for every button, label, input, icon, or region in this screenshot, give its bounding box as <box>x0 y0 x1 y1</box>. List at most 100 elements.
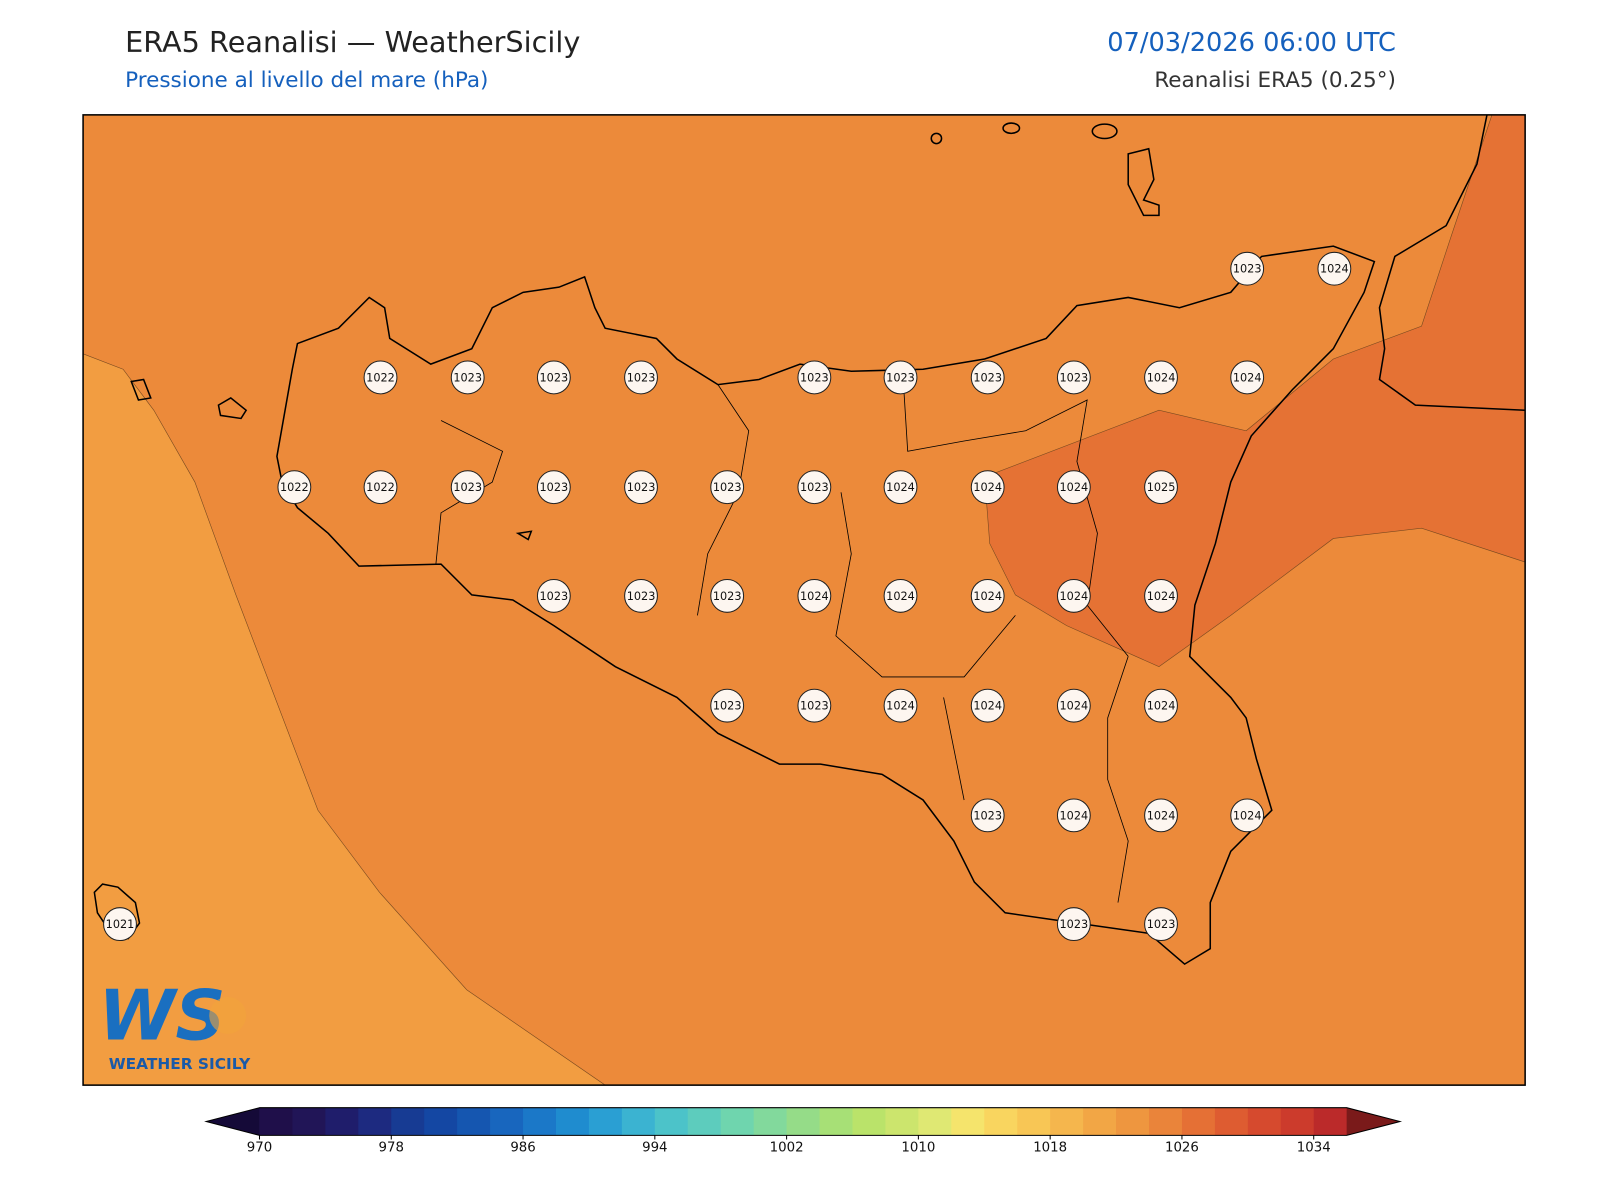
station-value: 1024 <box>800 590 829 603</box>
station-marker <box>710 688 745 723</box>
station-value: 1022 <box>280 481 309 494</box>
station-marker <box>970 360 1005 395</box>
station-value: 1024 <box>1147 590 1176 603</box>
datetime: 07/03/2026 06:00 UTC <box>1107 28 1396 58</box>
station-value: 1023 <box>1060 371 1089 384</box>
station-value: 1023 <box>453 371 482 384</box>
subtitle: Pressione al livello del mare (hPa) <box>125 68 488 93</box>
station-marker <box>450 470 485 505</box>
colorbar-swatch <box>1083 1107 1117 1136</box>
station-value: 1023 <box>627 590 656 603</box>
pressure-band-low <box>83 353 606 1086</box>
colorbar-swatch <box>1017 1107 1051 1136</box>
station-value: 1023 <box>540 590 569 603</box>
colorbar-swatch <box>720 1107 755 1136</box>
station-marker <box>970 470 1005 505</box>
colorbar-swatch <box>1214 1107 1249 1136</box>
station-value: 1024 <box>1233 371 1262 384</box>
logo-mark: WS <box>98 976 225 1057</box>
coastlines <box>93 114 1526 966</box>
colorbar-swatch <box>1148 1107 1183 1136</box>
station-value: 1023 <box>800 700 829 713</box>
station-value: 1023 <box>540 481 569 494</box>
station-marker <box>1056 360 1091 395</box>
station-marker <box>970 688 1005 723</box>
colorbar-tick-label: 1010 <box>901 1141 935 1156</box>
colorbar-swatch <box>1247 1107 1282 1136</box>
colorbar-tick-label: 1026 <box>1165 1141 1199 1156</box>
station-value: 1023 <box>627 371 656 384</box>
station-value: 1024 <box>1060 809 1089 822</box>
colorbar-over <box>1346 1107 1400 1136</box>
colorbar-swatch <box>523 1107 557 1136</box>
station-marker <box>1056 470 1091 505</box>
station-marker <box>1144 798 1178 833</box>
island <box>515 530 533 541</box>
station-value: 1024 <box>886 590 915 603</box>
colorbar-swatch <box>918 1107 952 1136</box>
colorbar-swatch <box>753 1107 788 1136</box>
island <box>1002 122 1021 135</box>
colorbar-swatch <box>984 1107 1018 1136</box>
station-value: 1024 <box>886 700 915 713</box>
station-marker <box>1144 688 1178 723</box>
station-value: 1024 <box>973 700 1002 713</box>
station-marker <box>624 470 658 505</box>
station-value: 1023 <box>886 371 915 384</box>
colorbar-swatch <box>1116 1107 1150 1136</box>
colorbar-swatch <box>1181 1107 1216 1136</box>
colorbar-swatch <box>358 1107 392 1136</box>
station-value: 1024 <box>1147 371 1176 384</box>
colorbar-under <box>206 1107 260 1136</box>
station-marker <box>797 578 832 613</box>
colorbar-tick-label: 1018 <box>1033 1141 1067 1156</box>
colorbar-tick-label: 994 <box>642 1141 667 1156</box>
station-value: 1022 <box>366 371 395 384</box>
station-value: 1024 <box>973 590 1002 603</box>
calabria <box>1378 114 1526 412</box>
station-value: 1021 <box>106 918 135 931</box>
colorbar-swatch <box>819 1107 854 1136</box>
station-value: 1022 <box>366 481 395 494</box>
station-value: 1023 <box>1147 918 1176 931</box>
colorbar-swatch <box>654 1107 689 1136</box>
station-marker <box>883 578 918 613</box>
station-value: 1023 <box>800 481 829 494</box>
station-value: 1024 <box>1147 700 1176 713</box>
station-marker <box>450 360 485 395</box>
logo-sun <box>209 996 247 1034</box>
colorbar-tick-label: 970 <box>247 1141 272 1156</box>
station-marker <box>1144 578 1178 613</box>
station-marker <box>277 470 312 505</box>
station-marker <box>797 470 832 505</box>
station-value: 1023 <box>973 371 1002 384</box>
station-value: 1023 <box>713 481 742 494</box>
colorbar-tick-label: 1034 <box>1297 1141 1331 1156</box>
station-marker <box>970 798 1005 833</box>
station-marker <box>103 907 137 942</box>
station-marker <box>1230 251 1265 286</box>
station-marker <box>1056 798 1091 833</box>
station-marker <box>883 360 918 395</box>
island <box>130 378 152 401</box>
station-marker <box>624 360 658 395</box>
colorbar-tick-label: 986 <box>510 1141 535 1156</box>
station-marker <box>536 470 571 505</box>
station-value: 1024 <box>886 481 915 494</box>
station-value: 1023 <box>453 481 482 494</box>
colorbar-swatch <box>885 1107 919 1136</box>
station-value: 1023 <box>713 700 742 713</box>
station-marker <box>536 578 571 613</box>
station-value: 1024 <box>1320 263 1349 276</box>
station-value: 1024 <box>1060 700 1089 713</box>
station-value: 1023 <box>1060 918 1089 931</box>
station-marker <box>1056 578 1091 613</box>
station-value: 1024 <box>1060 481 1089 494</box>
station-marker <box>624 578 658 613</box>
station-value: 1023 <box>800 371 829 384</box>
colorbar-swatch <box>391 1107 425 1136</box>
source: Reanalisi ERA5 (0.25°) <box>1154 68 1396 93</box>
station-marker <box>1144 470 1178 505</box>
station-marker <box>883 688 918 723</box>
